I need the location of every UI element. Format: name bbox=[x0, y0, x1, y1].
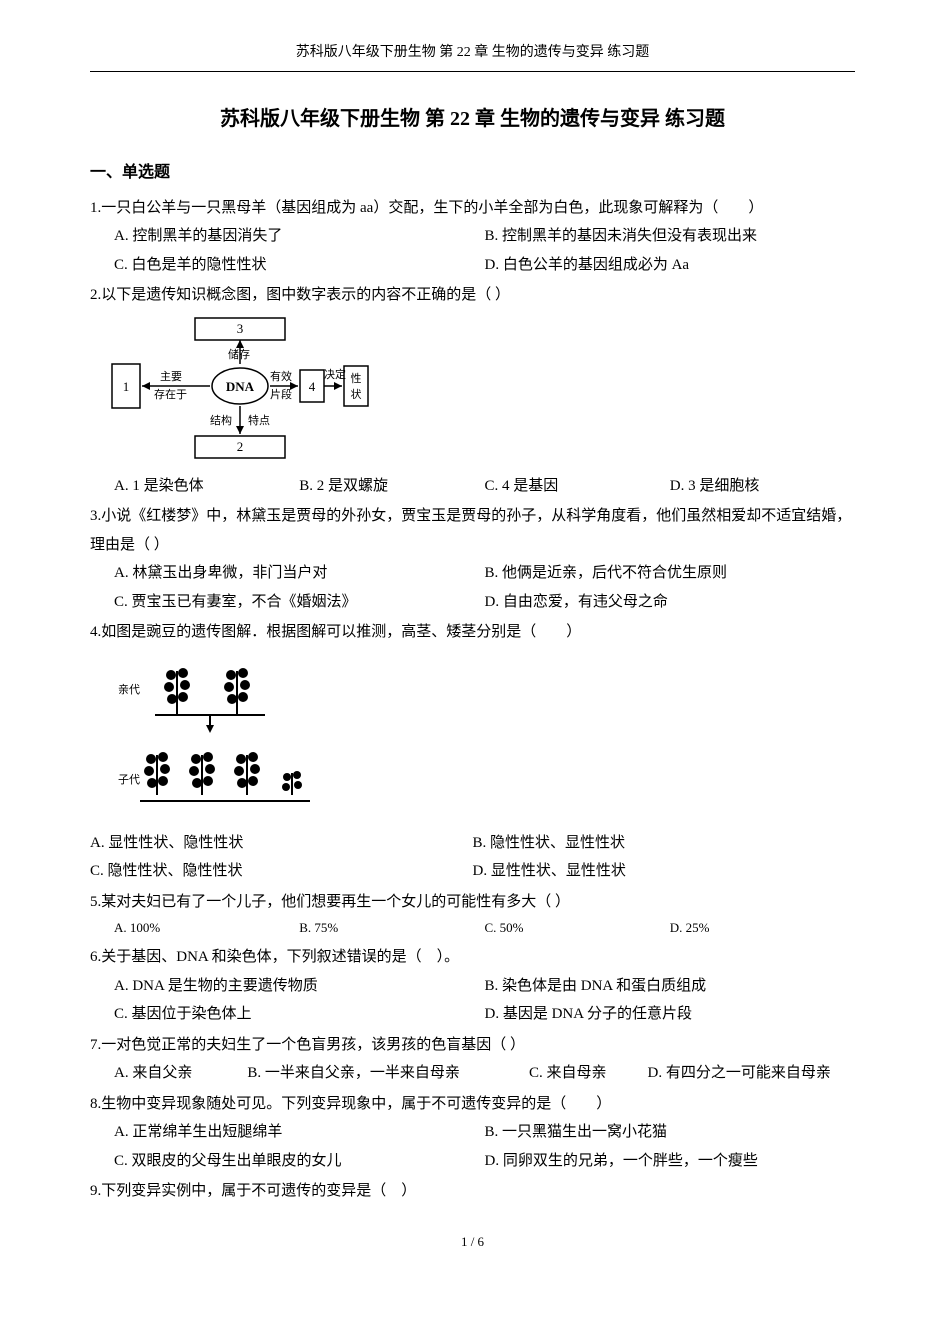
section-heading: 一、单选题 bbox=[90, 158, 855, 188]
question-text: 1.一只白公羊与一只黑母羊（基因组成为 aa）交配，生下的小羊全部为白色，此现象… bbox=[90, 194, 855, 223]
option-c: C. 基因位于染色体上 bbox=[114, 1000, 485, 1029]
option-b: B. 隐性性状、显性性状 bbox=[473, 829, 856, 858]
question-7: 7.一对色觉正常的夫妇生了一个色盲男孩，该男孩的色盲基因（ ） A. 来自父亲 … bbox=[90, 1031, 855, 1088]
diagram-label-top: 储存 bbox=[228, 347, 250, 361]
option-a: A. 林黛玉出身卑微，非门当户对 bbox=[114, 559, 485, 588]
option-c: C. 50% bbox=[485, 916, 670, 941]
diagram-label-right-bot: 片段 bbox=[270, 387, 292, 401]
option-c: C. 隐性性状、隐性性状 bbox=[90, 857, 473, 886]
question-3: 3.小说《红楼梦》中，林黛玉是贾母的外孙女，贾宝玉是贾母的孙子，从科学角度看，他… bbox=[90, 502, 855, 616]
diagram-label-right-top: 有效 bbox=[270, 369, 292, 383]
question-text: 7.一对色觉正常的夫妇生了一个色盲男孩，该男孩的色盲基因（ ） bbox=[90, 1031, 855, 1060]
diagram-label-left-top: 主要 bbox=[160, 370, 182, 383]
page-header: 苏科版八年级下册生物 第 22 章 生物的遗传与变异 练习题 bbox=[90, 40, 855, 72]
diagram-box2-label: 2 bbox=[237, 439, 244, 454]
option-a: A. 1 是染色体 bbox=[114, 472, 299, 501]
option-c: C. 4 是基因 bbox=[485, 472, 670, 501]
option-d: D. 白色公羊的基因组成必为 Aa bbox=[485, 251, 856, 280]
option-d: D. 显性性状、显性性状 bbox=[473, 857, 856, 886]
question-text: 8.生物中变异现象随处可见。下列变异现象中，属于不可遗传变异的是（ ） bbox=[90, 1090, 855, 1119]
diagram-label-left-bot: 存在于 bbox=[154, 387, 187, 401]
diagram-center: DNA bbox=[226, 379, 255, 394]
main-title: 苏科版八年级下册生物 第 22 章 生物的遗传与变异 练习题 bbox=[90, 100, 855, 138]
option-b: B. 控制黑羊的基因未消失但没有表现出来 bbox=[485, 222, 856, 251]
option-d: D. 自由恋爱，有违父母之命 bbox=[485, 588, 856, 617]
diagram-label-bot-right: 特点 bbox=[248, 413, 270, 427]
question-4: 4.如图是豌豆的遗传图解．根据图解可以推测，高茎、矮茎分别是（ ） 亲代 bbox=[90, 618, 855, 886]
question-1: 1.一只白公羊与一只黑母羊（基因组成为 aa）交配，生下的小羊全部为白色，此现象… bbox=[90, 194, 855, 280]
option-c: C. 白色是羊的隐性性状 bbox=[114, 251, 485, 280]
question-6: 6.关于基因、DNA 和染色体，下列叙述错误的是（ ）。 A. DNA 是生物的… bbox=[90, 943, 855, 1029]
question-8: 8.生物中变异现象随处可见。下列变异现象中，属于不可遗传变异的是（ ） A. 正… bbox=[90, 1090, 855, 1176]
question-9: 9.下列变异实例中，属于不可遗传的变异是（ ） bbox=[90, 1177, 855, 1206]
question-text: 2.以下是遗传知识概念图，图中数字表示的内容不正确的是（ ） bbox=[90, 281, 855, 310]
parent-label: 亲代 bbox=[118, 682, 140, 696]
diagram-box3-label: 3 bbox=[237, 321, 244, 336]
question-2: 2.以下是遗传知识概念图，图中数字表示的内容不正确的是（ ） 3 储存 DNA … bbox=[90, 281, 855, 500]
question-text: 3.小说《红楼梦》中，林黛玉是贾母的外孙女，贾宝玉是贾母的孙子，从科学角度看，他… bbox=[90, 502, 855, 559]
diagram-trait-2: 状 bbox=[351, 387, 362, 401]
question-text: 4.如图是豌豆的遗传图解．根据图解可以推测，高茎、矮茎分别是（ ） bbox=[90, 618, 855, 647]
question-5: 5.某对夫妇已有了一个儿子，他们想要再生一个女儿的可能性有多大（ ） A. 10… bbox=[90, 888, 855, 941]
diagram-trait-1: 性 bbox=[351, 371, 362, 385]
option-c: C. 来自母亲 bbox=[529, 1059, 648, 1088]
pea-diagram: 亲代 子代 bbox=[110, 653, 855, 823]
option-b: B. 染色体是由 DNA 和蛋白质组成 bbox=[485, 972, 856, 1001]
question-text: 5.某对夫妇已有了一个儿子，他们想要再生一个女儿的可能性有多大（ ） bbox=[90, 888, 855, 917]
option-a: A. DNA 是生物的主要遗传物质 bbox=[114, 972, 485, 1001]
option-a: A. 正常绵羊生出短腿绵羊 bbox=[114, 1118, 485, 1147]
option-a: A. 100% bbox=[114, 916, 299, 941]
diagram-label-bot-left: 结构 bbox=[210, 413, 232, 427]
option-d: D. 同卵双生的兄弟，一个胖些，一个瘦些 bbox=[485, 1147, 856, 1176]
option-a: A. 来自父亲 bbox=[114, 1059, 247, 1088]
question-text: 9.下列变异实例中，属于不可遗传的变异是（ ） bbox=[90, 1177, 855, 1206]
option-a: A. 显性性状、隐性性状 bbox=[90, 829, 473, 858]
diagram-box1-label: 1 bbox=[123, 379, 130, 394]
option-b: B. 他俩是近亲，后代不符合优生原则 bbox=[485, 559, 856, 588]
diagram-box4-label: 4 bbox=[309, 379, 316, 394]
option-d: D. 有四分之一可能来自母亲 bbox=[648, 1059, 855, 1088]
child-label: 子代 bbox=[118, 773, 140, 786]
option-b: B. 一半来自父亲，一半来自母亲 bbox=[247, 1059, 529, 1088]
option-b: B. 一只黑猫生出一窝小花猫 bbox=[485, 1118, 856, 1147]
concept-diagram: 3 储存 DNA 1 主要 存在于 4 有效 片段 性 bbox=[110, 316, 855, 466]
option-d: D. 3 是细胞核 bbox=[670, 472, 855, 501]
page-number: 1 / 6 bbox=[90, 1230, 855, 1255]
question-text: 6.关于基因、DNA 和染色体，下列叙述错误的是（ ）。 bbox=[90, 943, 855, 972]
option-b: B. 75% bbox=[299, 916, 484, 941]
option-a: A. 控制黑羊的基因消失了 bbox=[114, 222, 485, 251]
option-c: C. 贾宝玉已有妻室，不合《婚姻法》 bbox=[114, 588, 485, 617]
option-d: D. 25% bbox=[670, 916, 855, 941]
diagram-label-far-right: 决定 bbox=[324, 367, 346, 381]
option-b: B. 2 是双螺旋 bbox=[299, 472, 484, 501]
option-c: C. 双眼皮的父母生出单眼皮的女儿 bbox=[114, 1147, 485, 1176]
option-d: D. 基因是 DNA 分子的任意片段 bbox=[485, 1000, 856, 1029]
